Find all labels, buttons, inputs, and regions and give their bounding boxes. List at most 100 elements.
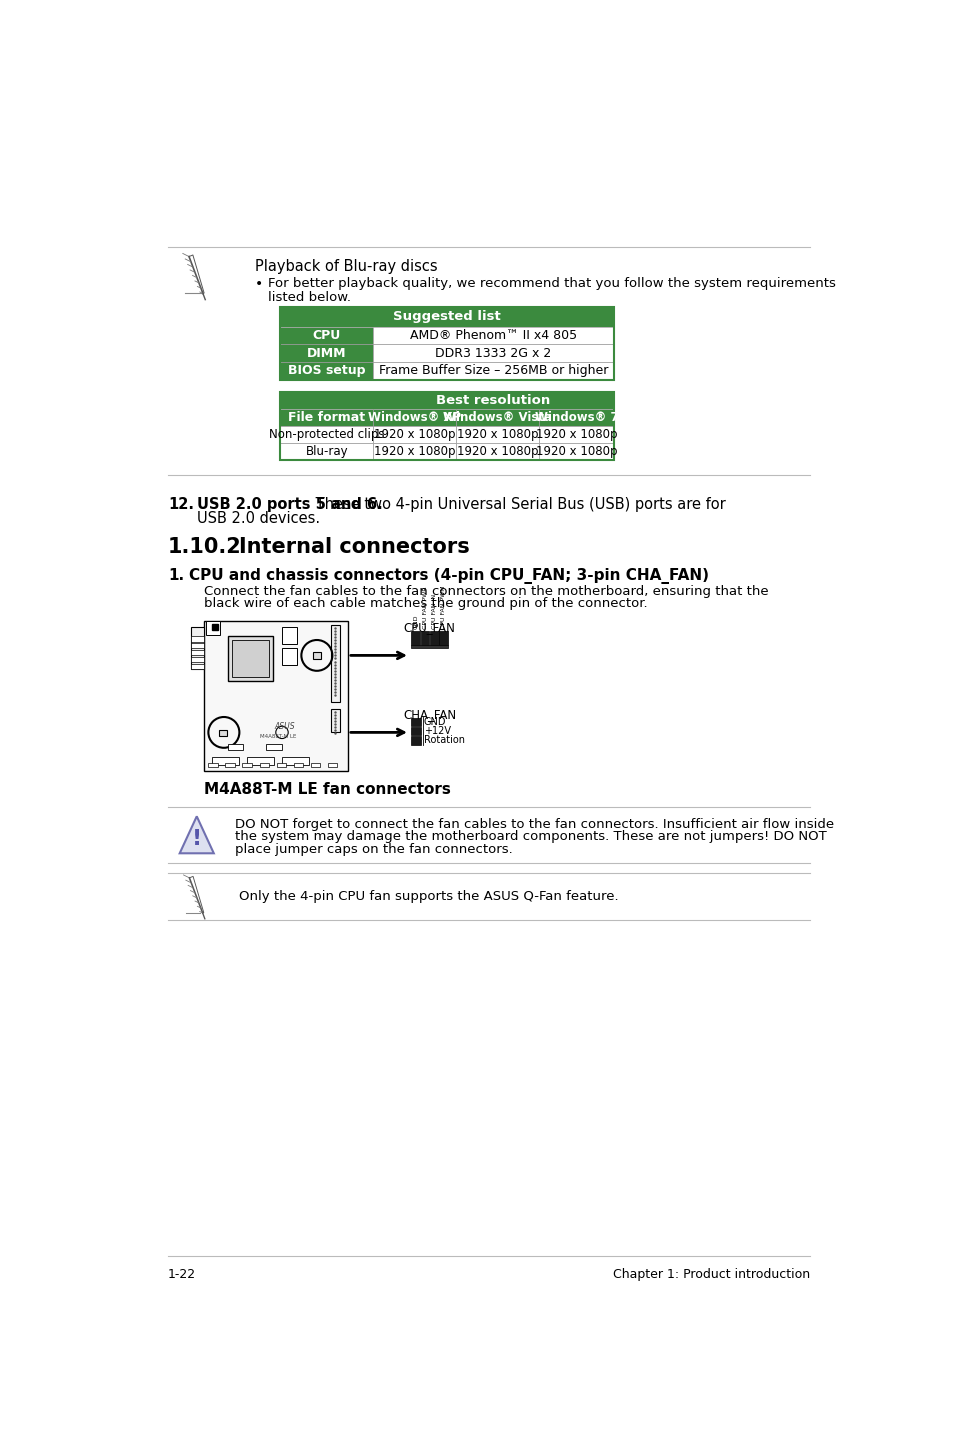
Text: CPU: CPU — [313, 329, 341, 342]
FancyBboxPatch shape — [411, 630, 419, 644]
FancyBboxPatch shape — [373, 362, 613, 379]
Text: Rotation: Rotation — [423, 735, 464, 745]
FancyBboxPatch shape — [373, 392, 613, 410]
Text: Blu-ray: Blu-ray — [305, 445, 348, 458]
Text: 1920 x 1080p: 1920 x 1080p — [374, 428, 456, 441]
FancyBboxPatch shape — [191, 627, 204, 669]
FancyBboxPatch shape — [280, 442, 373, 460]
FancyBboxPatch shape — [411, 717, 420, 726]
FancyBboxPatch shape — [331, 709, 340, 732]
Text: Frame Buffer Size – 256MB or higher: Frame Buffer Size – 256MB or higher — [378, 364, 608, 378]
Text: CPU and chassis connectors (4-pin CPU_FAN; 3-pin CHA_FAN): CPU and chassis connectors (4-pin CPU_FA… — [189, 567, 708, 584]
FancyBboxPatch shape — [219, 730, 227, 736]
FancyBboxPatch shape — [280, 326, 373, 344]
FancyBboxPatch shape — [276, 763, 286, 768]
Text: GND: GND — [414, 614, 418, 629]
Text: 1-22: 1-22 — [168, 1269, 196, 1282]
FancyBboxPatch shape — [328, 763, 336, 768]
Text: Best resolution: Best resolution — [436, 394, 550, 407]
Text: Windows® XP: Windows® XP — [368, 411, 461, 424]
Text: Windows® 7: Windows® 7 — [534, 411, 618, 424]
FancyBboxPatch shape — [192, 650, 204, 656]
FancyBboxPatch shape — [282, 627, 297, 644]
Text: USB 2.0 devices.: USB 2.0 devices. — [196, 511, 319, 526]
FancyBboxPatch shape — [232, 640, 269, 677]
FancyBboxPatch shape — [282, 758, 309, 765]
Text: DO NOT forget to connect the fan cables to the fan connectors. Insufficient air : DO NOT forget to connect the fan cables … — [235, 818, 834, 831]
Text: USB 2.0 ports 5 and 6.: USB 2.0 ports 5 and 6. — [196, 497, 382, 511]
FancyBboxPatch shape — [538, 442, 613, 460]
FancyBboxPatch shape — [280, 410, 373, 425]
Text: !: ! — [192, 829, 202, 849]
FancyBboxPatch shape — [280, 392, 373, 410]
FancyBboxPatch shape — [420, 630, 429, 644]
FancyBboxPatch shape — [331, 624, 340, 702]
Text: CPU_FAN: CPU_FAN — [403, 620, 456, 634]
FancyBboxPatch shape — [192, 657, 204, 663]
Text: •: • — [254, 278, 263, 291]
FancyBboxPatch shape — [192, 664, 204, 669]
FancyBboxPatch shape — [192, 643, 204, 649]
FancyBboxPatch shape — [373, 442, 456, 460]
Text: CPU FAN PWM: CPU FAN PWM — [441, 586, 446, 629]
Text: M4A88T-M LE fan connectors: M4A88T-M LE fan connectors — [204, 782, 451, 798]
Text: Chapter 1: Product introduction: Chapter 1: Product introduction — [612, 1269, 809, 1282]
FancyBboxPatch shape — [204, 620, 348, 770]
Text: CHA_FAN: CHA_FAN — [403, 707, 456, 720]
Text: 1.10.2: 1.10.2 — [168, 537, 241, 557]
Text: AMD® Phenom™ II x4 805: AMD® Phenom™ II x4 805 — [410, 329, 577, 342]
Text: CPU FAN IN: CPU FAN IN — [432, 594, 436, 629]
Text: 1920 x 1080p: 1920 x 1080p — [536, 445, 617, 458]
FancyBboxPatch shape — [280, 362, 373, 379]
FancyBboxPatch shape — [456, 425, 538, 442]
Text: place jumper caps on the fan connectors.: place jumper caps on the fan connectors. — [235, 842, 513, 855]
FancyBboxPatch shape — [456, 410, 538, 425]
Text: Windows® Vista: Windows® Vista — [443, 411, 552, 424]
FancyBboxPatch shape — [373, 410, 456, 425]
FancyBboxPatch shape — [225, 763, 234, 768]
FancyBboxPatch shape — [208, 763, 217, 768]
FancyBboxPatch shape — [538, 410, 613, 425]
Text: Internal connectors: Internal connectors — [239, 537, 470, 557]
FancyBboxPatch shape — [192, 636, 204, 642]
Text: DIMM: DIMM — [307, 347, 346, 359]
Polygon shape — [179, 816, 213, 853]
FancyBboxPatch shape — [280, 344, 373, 362]
Text: CPU FAN PWR: CPU FAN PWR — [422, 587, 428, 629]
FancyBboxPatch shape — [430, 630, 438, 644]
Text: M4A88T-M LE: M4A88T-M LE — [260, 733, 296, 739]
FancyBboxPatch shape — [228, 745, 243, 750]
Text: 12.: 12. — [168, 497, 193, 511]
FancyBboxPatch shape — [313, 652, 320, 659]
FancyBboxPatch shape — [538, 425, 613, 442]
FancyBboxPatch shape — [411, 727, 420, 736]
FancyBboxPatch shape — [228, 636, 273, 680]
Text: the system may damage the motherboard components. These are not jumpers! DO NOT: the system may damage the motherboard co… — [235, 831, 826, 843]
FancyBboxPatch shape — [439, 630, 447, 644]
Text: 1920 x 1080p: 1920 x 1080p — [374, 445, 456, 458]
Text: Suggested list: Suggested list — [393, 311, 500, 324]
FancyBboxPatch shape — [456, 442, 538, 460]
Text: +12V: +12V — [423, 726, 451, 736]
Text: Non-protected clips: Non-protected clips — [269, 428, 384, 441]
FancyBboxPatch shape — [373, 326, 613, 344]
Text: These two 4-pin Universal Serial Bus (USB) ports are for: These two 4-pin Universal Serial Bus (US… — [311, 497, 725, 511]
FancyBboxPatch shape — [259, 763, 269, 768]
FancyBboxPatch shape — [242, 763, 252, 768]
Text: GND: GND — [423, 716, 446, 726]
Text: ASUS: ASUS — [274, 722, 294, 730]
Text: 1920 x 1080p: 1920 x 1080p — [456, 445, 538, 458]
Text: Playback of Blu-ray discs: Playback of Blu-ray discs — [254, 259, 437, 274]
Text: 1920 x 1080p: 1920 x 1080p — [456, 428, 538, 441]
Text: BIOS setup: BIOS setup — [288, 364, 365, 378]
Text: For better playback quality, we recommend that you follow the system requirement: For better playback quality, we recommen… — [268, 278, 835, 291]
FancyBboxPatch shape — [280, 425, 373, 442]
Text: File format: File format — [288, 411, 365, 424]
FancyBboxPatch shape — [247, 758, 274, 765]
Text: 1920 x 1080p: 1920 x 1080p — [536, 428, 617, 441]
Text: DDR3 1333 2G x 2: DDR3 1333 2G x 2 — [435, 347, 551, 359]
Text: black wire of each cable matches the ground pin of the connector.: black wire of each cable matches the gro… — [204, 597, 647, 610]
Text: Connect the fan cables to the fan connectors on the motherboard, ensuring that t: Connect the fan cables to the fan connec… — [204, 584, 768, 597]
Text: 1.: 1. — [168, 567, 184, 583]
FancyBboxPatch shape — [294, 763, 303, 768]
